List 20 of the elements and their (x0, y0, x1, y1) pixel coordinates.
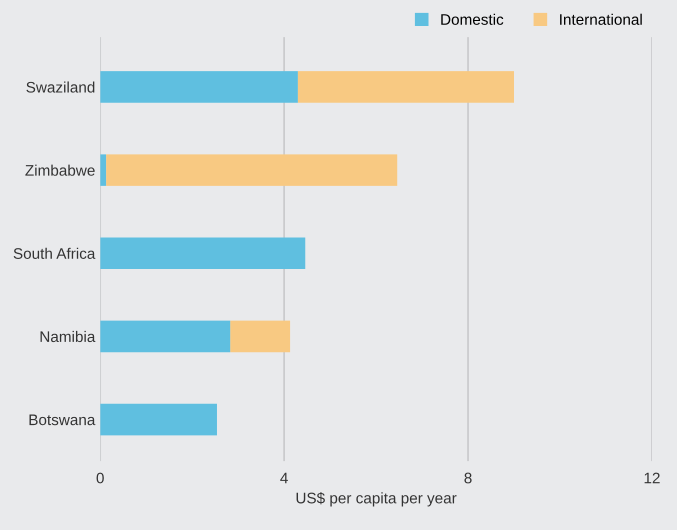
bar (100, 71, 298, 103)
y-tick-label: Botswana (29, 414, 96, 426)
x-axis-title: US$ per capita per year (296, 492, 456, 506)
x-tick-label: 8 (464, 472, 472, 484)
legend-label: International (560, 14, 642, 25)
bar (100, 320, 230, 352)
bar (100, 404, 217, 436)
x-tick-label: 12 (644, 472, 660, 484)
x-tick-label: 4 (280, 472, 288, 484)
y-tick-label: Namibia (40, 330, 96, 342)
bar (230, 320, 290, 352)
bar (100, 154, 106, 186)
x-tick-label: 0 (96, 472, 104, 484)
bar (106, 154, 398, 186)
legend-label: Domestic (441, 14, 504, 25)
bar (100, 237, 306, 270)
y-tick-label: South Africa (14, 248, 96, 259)
y-tick-label: Zimbabwe (25, 164, 95, 176)
bar (298, 71, 514, 103)
y-tick-label: Swaziland (26, 81, 94, 93)
